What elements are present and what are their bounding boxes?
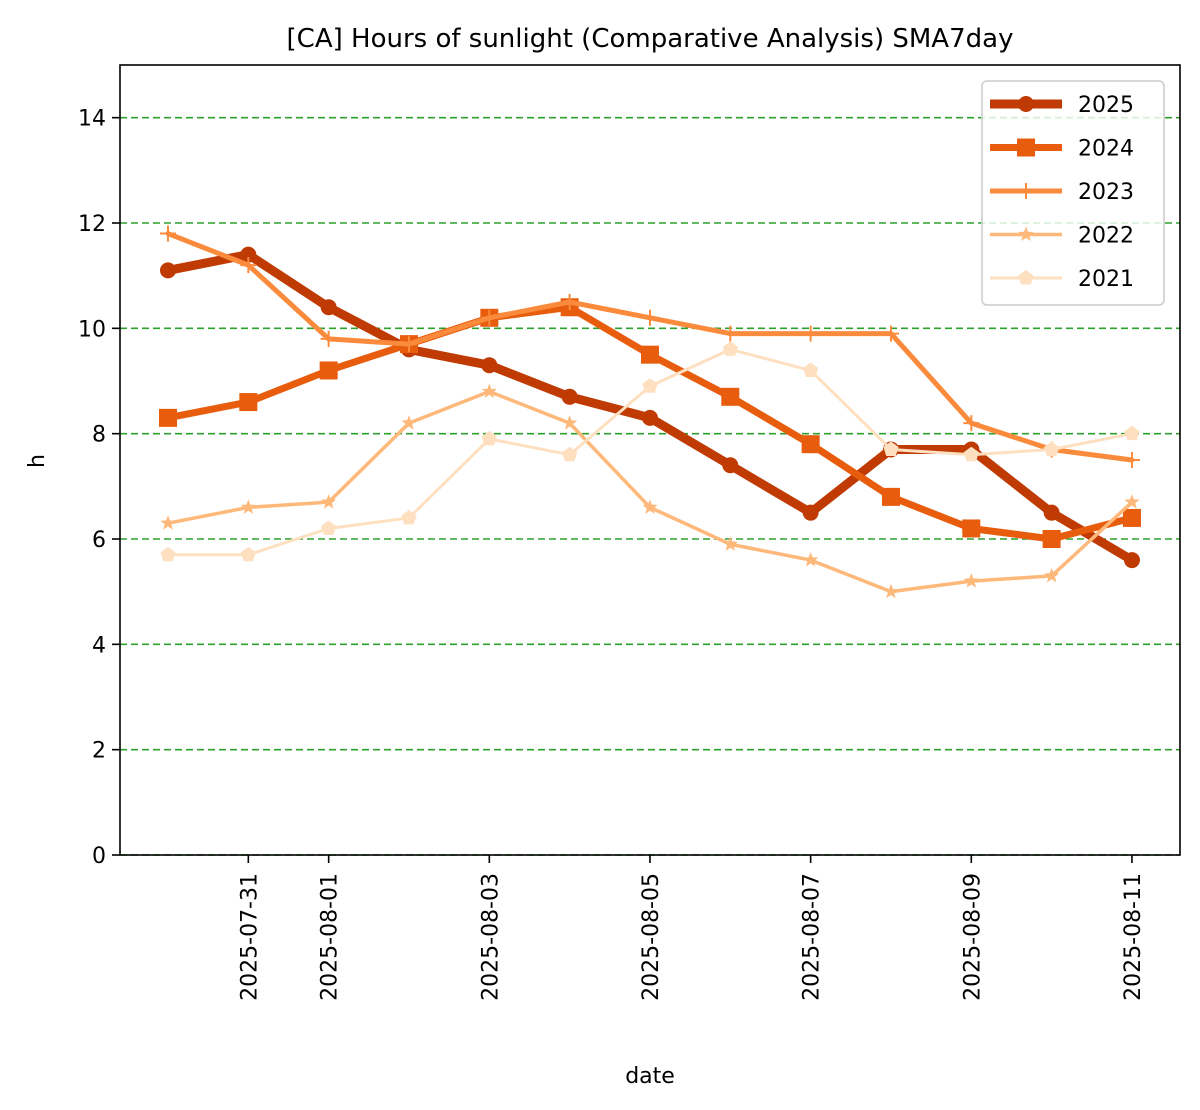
data-point (319, 361, 338, 380)
x-tick-label: 2025-08-05 (639, 873, 664, 1001)
data-point (400, 336, 417, 353)
data-point (722, 457, 739, 474)
x-tick-label: 2025-07-31 (237, 873, 262, 1001)
data-point (561, 388, 578, 405)
data-point (401, 509, 417, 525)
data-point (160, 515, 176, 530)
y-tick-label: 6 (92, 528, 106, 553)
data-point (1124, 425, 1140, 441)
x-tick-label: 2025-08-11 (1121, 873, 1146, 1001)
x-tick-label: 2025-08-09 (960, 873, 985, 1001)
data-point (160, 262, 176, 279)
x-tick-label: 2025-08-07 (800, 873, 825, 1001)
data-point (722, 325, 739, 342)
data-point (320, 330, 337, 347)
y-tick-label: 0 (92, 844, 106, 869)
data-point (722, 341, 738, 356)
data-point (883, 441, 899, 456)
data-point (963, 573, 979, 588)
data-point (562, 446, 578, 462)
x-tick-label: 2025-08-03 (478, 873, 503, 1001)
data-point (722, 536, 738, 551)
legend-label: 2024 (1078, 137, 1134, 162)
data-point (481, 430, 497, 446)
data-point (1123, 552, 1140, 569)
data-point (481, 383, 497, 399)
legend-label: 2025 (1078, 93, 1134, 118)
legend-label: 2023 (1078, 180, 1134, 205)
series-2022 (160, 383, 1140, 599)
data-point (321, 494, 337, 509)
data-point (1017, 138, 1035, 157)
data-point (401, 415, 417, 430)
y-tick-label: 8 (92, 423, 106, 448)
y-tick-label: 4 (92, 633, 106, 658)
data-point (239, 393, 258, 412)
series-2021 (160, 341, 1140, 562)
data-point (561, 294, 578, 310)
data-point (883, 583, 899, 599)
legend-label: 2021 (1078, 267, 1134, 292)
chart-title: [CA] Hours of sunlight (Comparative Anal… (287, 24, 1014, 54)
y-tick-label: 10 (78, 317, 106, 342)
data-point (801, 435, 820, 454)
data-point (320, 299, 337, 316)
data-point (481, 357, 498, 374)
data-point (962, 519, 981, 538)
data-point (1018, 226, 1034, 241)
data-point (240, 257, 257, 274)
x-axis-label: date (625, 1064, 675, 1089)
data-point (803, 362, 819, 377)
data-point (641, 309, 658, 326)
data-point (963, 446, 979, 462)
data-point (963, 415, 980, 432)
legend-box (981, 80, 1165, 306)
data-point (882, 325, 899, 342)
y-tick-label: 12 (78, 212, 106, 237)
y-axis: 0 2 4 6 8 10 12 14 (78, 107, 120, 869)
data-point (803, 552, 819, 567)
data-point (562, 415, 578, 430)
legend-label: 2022 (1078, 224, 1134, 249)
data-point (1018, 270, 1034, 285)
data-point (881, 487, 900, 506)
y-axis-label: h (25, 454, 50, 468)
data-point (160, 546, 176, 562)
x-tick-label: 2025-08-01 (318, 873, 343, 1001)
data-point (1124, 494, 1140, 509)
data-point (1044, 441, 1060, 456)
data-point (240, 546, 256, 562)
data-point (1018, 183, 1034, 199)
data-point (642, 378, 658, 393)
plot-series (159, 225, 1141, 599)
data-point (481, 309, 498, 326)
data-point (1122, 508, 1141, 527)
data-point (802, 504, 819, 521)
y-tick-label: 14 (78, 107, 106, 132)
data-point (641, 409, 658, 426)
data-point (240, 499, 256, 514)
data-point (721, 387, 740, 406)
data-point (159, 408, 177, 427)
data-point (321, 520, 337, 535)
data-point (802, 325, 819, 342)
data-point (160, 225, 176, 242)
data-point (1018, 96, 1034, 112)
data-point (640, 345, 659, 364)
y-tick-label: 2 (92, 739, 106, 764)
data-point (240, 246, 257, 263)
legend: 2025 2024 2023 2022 2021 (981, 80, 1165, 306)
data-point (1123, 452, 1140, 468)
data-point (1042, 530, 1061, 548)
data-point (642, 499, 658, 514)
data-point (1043, 504, 1060, 521)
data-point (1044, 567, 1060, 583)
x-axis: 2025-07-31 2025-08-01 2025-08-03 2025-08-05… (237, 855, 1146, 1001)
